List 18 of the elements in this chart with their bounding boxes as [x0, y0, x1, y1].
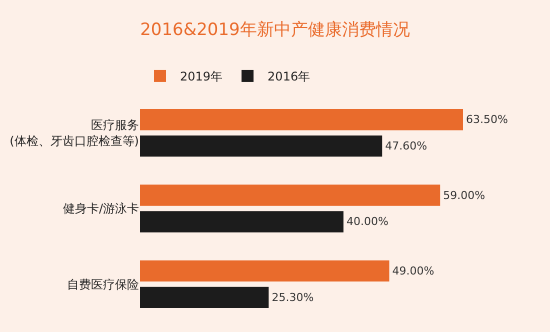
- bar: [140, 211, 344, 232]
- data-label: 25.30%: [272, 290, 314, 304]
- legend-label: 2016年: [268, 70, 310, 84]
- data-label: 49.00%: [392, 264, 434, 278]
- bar: [140, 135, 382, 157]
- data-label: 47.60%: [385, 140, 428, 153]
- legend-label: 2019年: [180, 70, 223, 84]
- bar: [140, 109, 463, 130]
- data-label: 63.50%: [466, 113, 508, 126]
- chart-title: 2016&2019年新中产健康消费情况: [140, 20, 410, 40]
- bar: [140, 286, 269, 308]
- data-label: 40.00%: [346, 215, 388, 228]
- y-tick-label: 自费医疗保险: [67, 277, 139, 292]
- bar: [140, 184, 440, 206]
- bar: [140, 260, 390, 282]
- data-label: 59.00%: [443, 188, 486, 202]
- y-tick-label: 健身卡/游泳卡: [62, 202, 139, 216]
- y-tick-label: 医疗服务 (体检、牙齿口腔检查等): [10, 118, 139, 148]
